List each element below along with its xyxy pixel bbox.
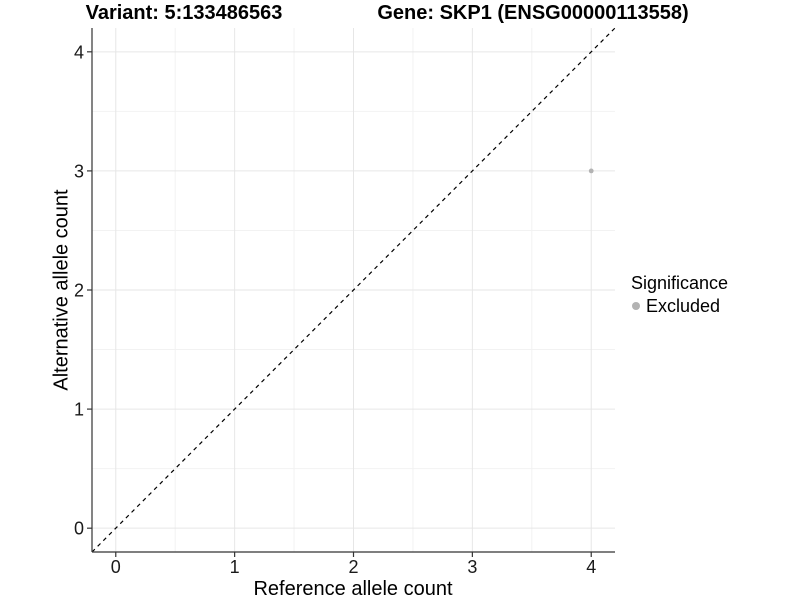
- legend-item-excluded: Excluded: [632, 296, 728, 316]
- y-tick-label: 1: [74, 400, 84, 420]
- plot-title-gene: Gene: SKP1 (ENSG00000113558): [377, 2, 689, 24]
- x-tick-label: 1: [230, 557, 240, 577]
- x-tick-label: 3: [467, 557, 477, 577]
- y-axis-title: Alternative allele count: [50, 189, 73, 391]
- x-tick-label: 2: [348, 557, 358, 577]
- x-axis-title: Reference allele count: [253, 578, 453, 600]
- x-tick-label: 0: [111, 557, 121, 577]
- data-point: [588, 168, 594, 174]
- legend: Significance Excluded: [631, 273, 728, 316]
- x-tick-label: 4: [586, 557, 596, 577]
- plot-title-variant: Variant: 5:133486563: [85, 2, 283, 24]
- legend-key-dot-icon: [632, 302, 640, 310]
- y-tick-label: 2: [74, 281, 84, 301]
- legend-item-label: Excluded: [646, 296, 721, 316]
- identity-line: [91, 27, 616, 553]
- y-tick-label: 4: [74, 42, 84, 62]
- y-tick-label: 0: [74, 519, 84, 539]
- y-tick-label: 3: [74, 161, 84, 181]
- legend-title: Significance: [631, 273, 729, 293]
